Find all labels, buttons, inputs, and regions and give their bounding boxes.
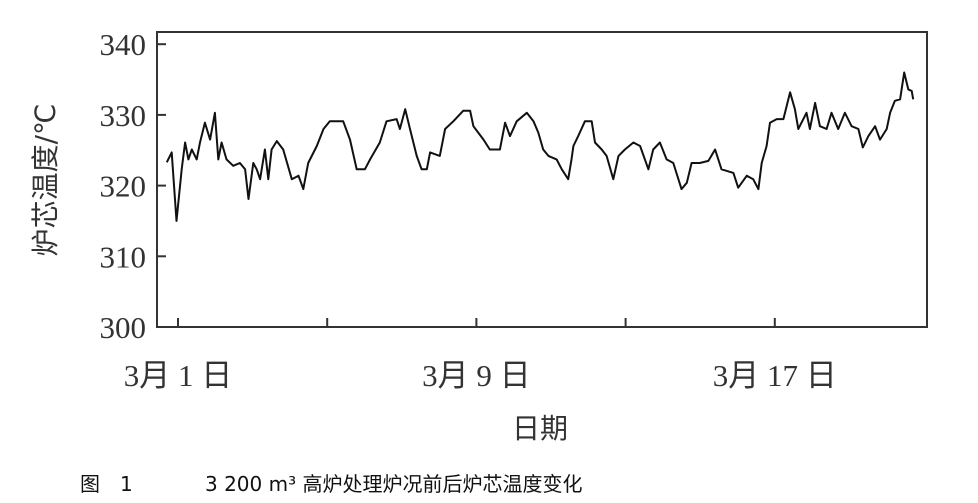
x-tick-label: 3月 17 日 [713,358,837,393]
y-tick-label: 300 [100,310,147,345]
y-tick-label: 330 [100,98,147,133]
y-tick-label: 340 [100,27,147,62]
plot-frame [156,31,928,328]
y-tick-label: 320 [100,169,147,204]
x-tick-label: 3月 9 日 [422,358,531,393]
x-axis-title: 日期 [512,412,568,445]
figure-caption: 3 200 m³ 高炉处理炉况前后炉芯温度变化 [205,472,583,496]
y-axis-title: 炉芯温度/℃ [29,104,62,257]
x-tick-label: 3月 1 日 [124,358,233,393]
y-tick-label: 310 [100,239,147,274]
series-line [165,71,915,222]
figure-number: 图 1 [80,472,133,496]
